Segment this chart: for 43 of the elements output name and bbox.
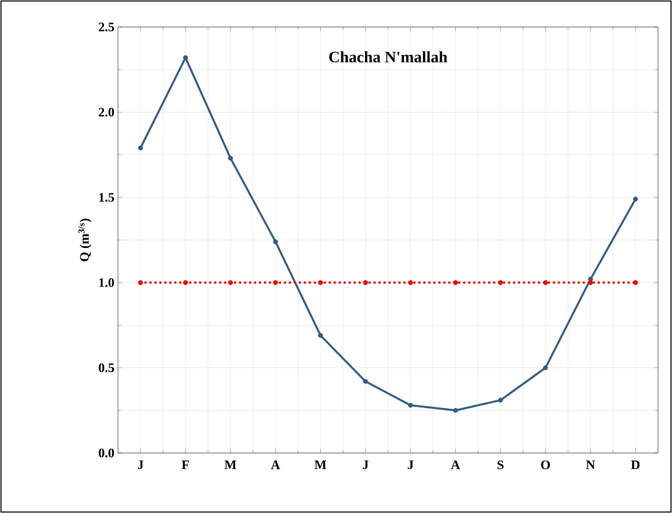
point <box>633 196 638 202</box>
point <box>228 156 233 161</box>
y-axis-title: Q (m$^{3/s}$) <box>78 218 92 262</box>
x-tick-label: D <box>631 460 640 470</box>
y-tick-label: 0.0 <box>98 448 114 458</box>
point <box>363 280 368 286</box>
point <box>363 378 368 384</box>
x-tick-label: J <box>138 460 144 470</box>
point <box>408 402 413 408</box>
point <box>588 280 593 286</box>
point <box>183 280 188 286</box>
point <box>498 280 503 286</box>
point <box>138 146 143 150</box>
x-tick-label: A <box>450 460 460 470</box>
point <box>138 280 143 286</box>
x-tick-label: M <box>314 460 326 469</box>
x-tick-label: N <box>586 460 596 469</box>
point <box>318 332 323 338</box>
point <box>498 398 503 403</box>
point <box>543 365 548 370</box>
text: Chacha N'mallah <box>329 51 448 62</box>
point <box>408 280 413 286</box>
y-tick-label: 1.5 <box>99 193 114 202</box>
point <box>228 280 233 286</box>
y-tick-label: 2.5 <box>98 22 114 32</box>
x-tick-label: J <box>362 460 368 470</box>
point <box>633 280 638 286</box>
x-tick-label: M <box>224 460 236 469</box>
point <box>273 280 278 286</box>
y-tick-label: 1.0 <box>99 278 114 287</box>
x-tick-label: F <box>182 460 189 469</box>
x-tick-label: O <box>541 460 550 470</box>
point <box>543 280 548 286</box>
point <box>318 280 323 286</box>
x-tick-label: S <box>498 460 504 470</box>
point <box>453 280 458 286</box>
y-tick-label: 0.5 <box>98 363 114 372</box>
x-tick-label: A <box>270 460 280 470</box>
y-tick-label: 2.0 <box>98 108 114 117</box>
x-tick-label: J <box>408 460 414 470</box>
point <box>183 55 188 60</box>
point <box>453 408 458 413</box>
point <box>273 239 278 244</box>
